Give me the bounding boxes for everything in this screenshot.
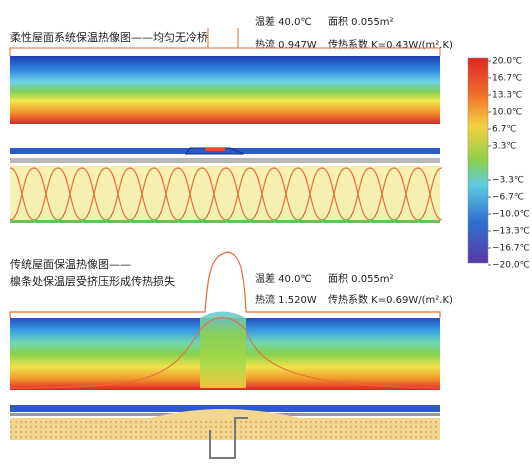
liner — [10, 220, 440, 223]
membrane — [10, 158, 440, 163]
colorbar-label: −3.3℃ — [492, 176, 524, 186]
stat: 热流 1.520W — [255, 293, 317, 306]
colorbar-label: −10.0℃ — [492, 210, 530, 220]
colorbar-label: −13.3℃ — [492, 227, 530, 237]
colorbar-label: 10.0℃ — [492, 108, 522, 118]
insulation — [10, 409, 440, 440]
colorbar-label: 16.7℃ — [492, 74, 522, 84]
colorbar-label: 13.3℃ — [492, 91, 522, 101]
bottom-title: 传统屋面保温热像图—— — [10, 257, 131, 271]
insulation-pattern — [10, 421, 440, 438]
top-title: 柔性屋面系统保温热像图——均匀无冷桥 — [10, 30, 208, 44]
clip-core — [205, 148, 225, 151]
colorbar-label: 6.7℃ — [492, 125, 516, 135]
colorbar-label: −6.7℃ — [492, 193, 524, 203]
bottom-title: 檩条处保温层受挤压形成传热损失 — [10, 274, 175, 288]
colorbar-label: 20.0℃ — [492, 57, 522, 67]
stat: 热流 0.947W — [255, 38, 317, 51]
colorbar-label: −20.0℃ — [492, 261, 530, 271]
stat: 面积 0.055m² — [328, 16, 394, 28]
insulation — [10, 166, 440, 222]
stat: 温差 40.0℃ — [255, 15, 312, 28]
profile — [9, 251, 441, 318]
stat: 传热系数 K=0.69W/(m².K) — [328, 293, 453, 306]
profile — [9, 317, 441, 389]
outline — [9, 28, 441, 56]
thermal-band — [10, 56, 440, 124]
colorbar-scale — [467, 57, 489, 264]
stat: 面积 0.055m² — [328, 273, 394, 285]
colorbar-label: −16.7℃ — [492, 244, 530, 254]
stat: 传热系数 K=0.43W/(m².K) — [328, 38, 453, 51]
hot-spot — [200, 311, 246, 388]
purlin — [209, 417, 248, 459]
colorbar: 20.0℃ 16.7℃ 13.3℃ 10.0℃ 6.7℃ 3.3℃ −3.3℃ −6.7℃ −1… — [467, 57, 530, 271]
bottom-panel: 传统屋面保温热像图—— 檩条处保温层受挤压形成传热损失 温差 40.0℃ 面积 … — [9, 251, 453, 459]
deck — [10, 405, 440, 412]
colorbar-label: 3.3℃ — [492, 142, 516, 152]
top-panel: 柔性屋面系统保温热像图——均匀无冷桥 温差 40.0℃ 面积 0.055m² 热… — [9, 15, 453, 223]
insulation-pattern — [9, 167, 443, 221]
stat: 温差 40.0℃ — [255, 272, 312, 285]
